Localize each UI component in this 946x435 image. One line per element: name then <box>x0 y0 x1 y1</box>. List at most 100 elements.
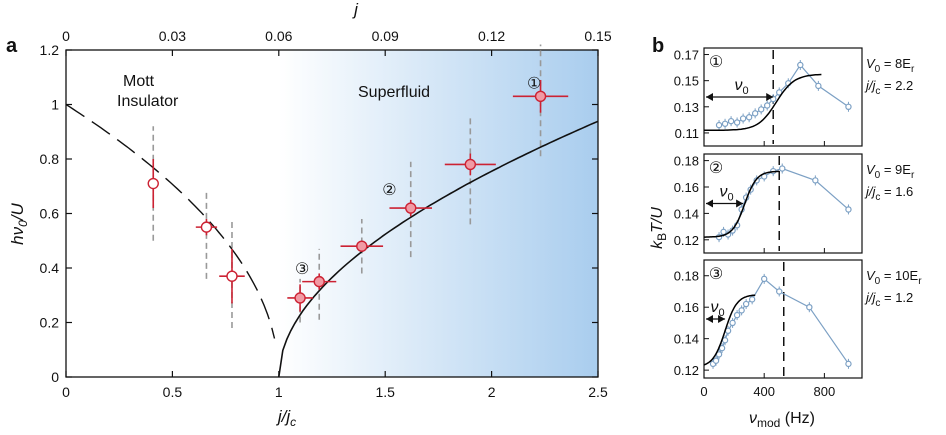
data-point <box>712 357 720 364</box>
data-point <box>806 304 813 311</box>
mott-label-line2: Insulator <box>117 93 179 110</box>
data-point <box>729 319 736 327</box>
y-tick-label: 0.4 <box>40 260 60 276</box>
nu0-label: ν0 <box>735 77 749 97</box>
y-tick-label: 0.18 <box>674 269 699 284</box>
mott-point <box>147 177 159 190</box>
param-V-tail-sub: r <box>918 276 922 287</box>
data-point <box>757 106 765 113</box>
top-tick-label: 0 <box>62 28 70 44</box>
nu0-arrowhead-right <box>766 93 774 101</box>
data-point <box>751 110 759 117</box>
b-y-axis-title: kBT/U <box>649 207 669 249</box>
param-V-tail: = 8E <box>880 56 911 71</box>
data-point <box>727 117 735 125</box>
y-tick-label: 1 <box>51 97 59 113</box>
x-tick-label: 1 <box>275 384 283 400</box>
param-V-main: V <box>866 162 876 177</box>
param-V-tail-sub: r <box>911 170 915 181</box>
mott-gap-curve <box>65 103 276 339</box>
y-tick-label: 0.17 <box>674 48 699 63</box>
subpanel-frame <box>703 259 863 379</box>
x-tick-label: 0 <box>62 384 70 400</box>
param-j-sub: c <box>875 192 880 203</box>
param-V0: V0 = 8Er <box>866 56 915 75</box>
mott-point <box>226 270 238 282</box>
subpanel-frame <box>703 47 863 147</box>
y-tick-label: 0.12 <box>674 233 699 248</box>
data-point <box>739 115 747 122</box>
top-axis-label: j <box>352 0 359 19</box>
data-point <box>738 307 745 314</box>
subpanel-marker: ① <box>709 54 723 71</box>
nu0-label-sub: 0 <box>743 85 749 97</box>
b-x-axis-title-main: ν <box>749 410 757 427</box>
y-tick-label: 1.2 <box>40 42 60 58</box>
fit-curve <box>704 73 822 132</box>
data-point <box>721 120 729 127</box>
param-V-tail: = 9E <box>880 162 911 177</box>
y-axis-title-main: hν <box>8 226 27 244</box>
top-tick-label: 0.15 <box>584 28 611 44</box>
x-axis-title: j/jc <box>276 407 296 429</box>
y-tick-label: 0.6 <box>40 206 60 222</box>
nu0-label: ν0 <box>710 299 724 319</box>
x-axis-title-sub: c <box>290 415 296 429</box>
param-V-sub: 0 <box>875 170 881 181</box>
superfluid-point <box>313 275 325 288</box>
x-axis-title-main: j/j <box>276 407 292 426</box>
data-point <box>797 61 804 69</box>
top-tick-label: 0.06 <box>265 28 292 44</box>
param-j: j/jc = 2.2 <box>864 78 913 97</box>
y-axis-title-tail: /U <box>8 202 27 221</box>
nu0-arrowhead-right <box>718 315 726 323</box>
data-line <box>718 64 849 126</box>
x-tick-label: 0.5 <box>163 384 183 400</box>
y-tick-label: 0.2 <box>40 315 60 331</box>
y-axis-title-sub: 0 <box>16 220 30 227</box>
x-tick-label: 1.5 <box>375 384 395 400</box>
subpanel-marker: ③ <box>709 266 723 283</box>
param-j: j/jc = 1.6 <box>864 184 913 203</box>
nu0-label-main: ν <box>735 77 743 94</box>
y-tick-label: 0.12 <box>674 363 699 378</box>
param-j-tail: = 1.2 <box>880 290 913 305</box>
panel-a-curves <box>65 103 599 378</box>
superfluid-point <box>464 158 477 171</box>
b-y-axis-title-sub: B <box>655 233 669 241</box>
param-V-tail: = 10E <box>880 268 918 283</box>
param-V-sub: 0 <box>875 64 881 75</box>
param-j-tail: = 1.6 <box>880 184 913 199</box>
data-point <box>742 300 750 308</box>
data-point <box>733 119 741 126</box>
data-point <box>764 102 771 109</box>
data-point <box>748 296 756 303</box>
y-tick-label: 0.8 <box>40 151 60 167</box>
subpanel-marker: ② <box>709 160 723 177</box>
subpanel-frame <box>703 153 863 254</box>
nu0-label-main: ν <box>710 299 718 316</box>
param-j-main: j/j <box>864 184 877 199</box>
point-label: ② <box>382 182 396 199</box>
y-tick-label: 0.16 <box>674 180 699 195</box>
data-point <box>845 206 852 213</box>
param-j: j/jc = 1.2 <box>864 290 913 309</box>
data-point <box>715 121 723 129</box>
nu0-arrowhead-right <box>736 199 744 208</box>
param-j-sub: c <box>875 86 880 97</box>
nu0-label-main: ν <box>719 184 727 201</box>
y-tick-label: 0 <box>51 369 59 385</box>
superfluid-curve <box>278 120 599 378</box>
data-point <box>779 165 786 172</box>
y-tick-label: 0.14 <box>674 332 699 347</box>
point-label: ① <box>527 76 541 93</box>
panel-a: 0 0.5 1 1.5 2 2.500.20.40.60.811.20 0.03 0.06 0.… <box>6 0 612 429</box>
fit-curve <box>704 170 780 238</box>
y-tick-label: 0.11 <box>675 126 699 141</box>
nu0-label-sub: 0 <box>718 307 724 319</box>
y-axis-title: hν0/U <box>8 202 30 244</box>
top-tick-label: 0.09 <box>372 28 399 44</box>
b-x-axis-title-tail: (Hz) <box>780 410 815 427</box>
panel-a-letter: a <box>6 35 18 57</box>
